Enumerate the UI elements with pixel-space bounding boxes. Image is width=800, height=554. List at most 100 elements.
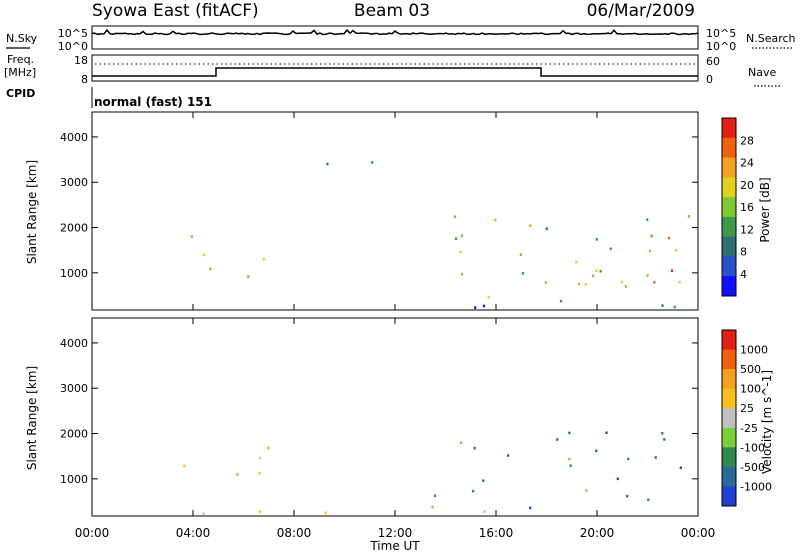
echo-cell [236, 473, 239, 476]
echo-cell [670, 269, 674, 273]
nsearch-label: N.Search [746, 32, 796, 45]
echo-cell [609, 247, 612, 251]
echo-cell [258, 471, 261, 475]
y-tick-label: 4000 [60, 131, 88, 144]
nsearch-tick-top: 10^5 [706, 27, 736, 40]
x-tick-label: 04:00 [176, 526, 211, 540]
echo-cell [433, 494, 437, 498]
power-y-ticks: 1000 2000 3000 4000 [60, 131, 698, 280]
colorbar-swatch [722, 408, 736, 429]
velocity-panel: 1000 2000 3000 4000 Slant Range [km] [25, 317, 699, 517]
echo-cell [646, 218, 649, 221]
echo-cell [620, 280, 624, 284]
echo-cell [247, 275, 250, 278]
colorbar-swatch [722, 256, 736, 277]
echo-cell [259, 510, 262, 513]
y-tick-label: 3000 [60, 382, 88, 395]
echo-cell [209, 267, 212, 271]
echo-cell [519, 253, 522, 256]
nsearch-tick-bottom: 10^0 [706, 40, 736, 53]
beam-title: Beam 03 [354, 1, 430, 21]
time-axis: 00:00 04:00 08:00 12:00 16:00 20:00 00:00 [75, 112, 715, 540]
echo-cell [460, 272, 464, 276]
echo-cell [675, 249, 678, 252]
colorbar-swatch [722, 157, 736, 178]
colorbar-swatch [722, 330, 736, 351]
colorbar-swatch [722, 486, 736, 507]
colorbar-swatch [722, 197, 736, 218]
y-tick-label: 1000 [60, 267, 88, 280]
echo-cell [556, 438, 559, 441]
echo-cell [324, 511, 327, 515]
nave-tick-top: 60 [706, 55, 720, 68]
echo-cell [454, 237, 458, 240]
power-colorbar-label: Power [dB] [758, 177, 772, 242]
site-title: Syowa East (fitACF) [92, 1, 259, 21]
freq-tick-top: 18 [74, 54, 88, 67]
echo-cell [647, 498, 650, 501]
echo-cell [584, 283, 587, 286]
nsky-trace [91, 28, 699, 36]
y-tick-label: 1000 [60, 473, 88, 486]
nsky-tick-bottom: 10^0 [58, 40, 88, 53]
colorbar-frame [721, 117, 737, 297]
x-tick-label: 20:00 [580, 526, 615, 540]
echo-cell [661, 432, 664, 435]
echo-cell [569, 464, 572, 467]
echo-cell [472, 489, 475, 493]
colorbar-tick-label: 100 [740, 383, 761, 396]
colorbar-tick-label: 12 [740, 223, 754, 236]
freq-trace [92, 67, 698, 77]
nave-tick-bottom: 0 [706, 73, 713, 86]
freq-label-line2: [MHz] [4, 66, 36, 79]
echo-cell [595, 238, 598, 241]
freq-tick-bottom: 8 [81, 73, 88, 86]
colorbar-tick-label: 16 [740, 201, 754, 214]
echo-cell [473, 446, 476, 450]
echo-cell [262, 258, 265, 261]
colorbar-tick-label: 4 [740, 268, 747, 281]
date-title: 06/Mar/2009 [587, 1, 695, 21]
echo-cell [487, 295, 490, 299]
x-axis-label: Time UT [369, 539, 420, 553]
echo-cell [673, 305, 676, 309]
echo-cell [575, 260, 578, 264]
y-tick-label: 3000 [60, 176, 88, 189]
colorbar-swatch [722, 137, 736, 159]
colorbar-tick-label: 24 [740, 157, 754, 170]
echo-cell [371, 161, 374, 164]
y-tick-label: 4000 [60, 337, 88, 350]
velocity-colorbar-label: Velocity [m s^-1] [760, 370, 774, 474]
power-ylabel: Slant Range [km] [25, 160, 39, 264]
colorbar-tick-label: -1000 [740, 480, 772, 493]
nave-label: Nave [748, 66, 776, 79]
echo-cell [460, 234, 463, 238]
x-tick-label: 08:00 [277, 526, 312, 540]
echo-cell [453, 215, 456, 218]
power-panel: 1000 2000 3000 4000 Slant Range [km] [25, 111, 699, 311]
colorbar-swatch [722, 236, 736, 257]
echo-cell [482, 304, 486, 308]
echo-cell [183, 464, 186, 468]
y-tick-label: 2000 [60, 222, 88, 235]
colorbar-swatch [722, 466, 736, 487]
echo-cell [521, 272, 524, 275]
echo-cell [202, 512, 205, 516]
colorbar-tick-label: 20 [740, 179, 754, 192]
colorbar-tick-label: 1000 [740, 344, 768, 357]
echo-cell [687, 215, 690, 218]
echo-cell [507, 454, 510, 457]
echo-cell [663, 438, 666, 441]
echo-cell [585, 489, 588, 492]
echo-cell [678, 280, 681, 284]
nsky-panel-frame [91, 25, 699, 50]
echo-cell [648, 249, 652, 253]
echo-cell [577, 282, 581, 286]
colorbar-tick-label: 25 [740, 402, 754, 415]
colorbar-tick-label: -100 [740, 441, 765, 454]
colorbar-tick-label: -500 [740, 461, 765, 474]
cpid-label: CPID [6, 87, 35, 100]
echo-cell [460, 441, 463, 445]
echo-cell [595, 269, 598, 272]
